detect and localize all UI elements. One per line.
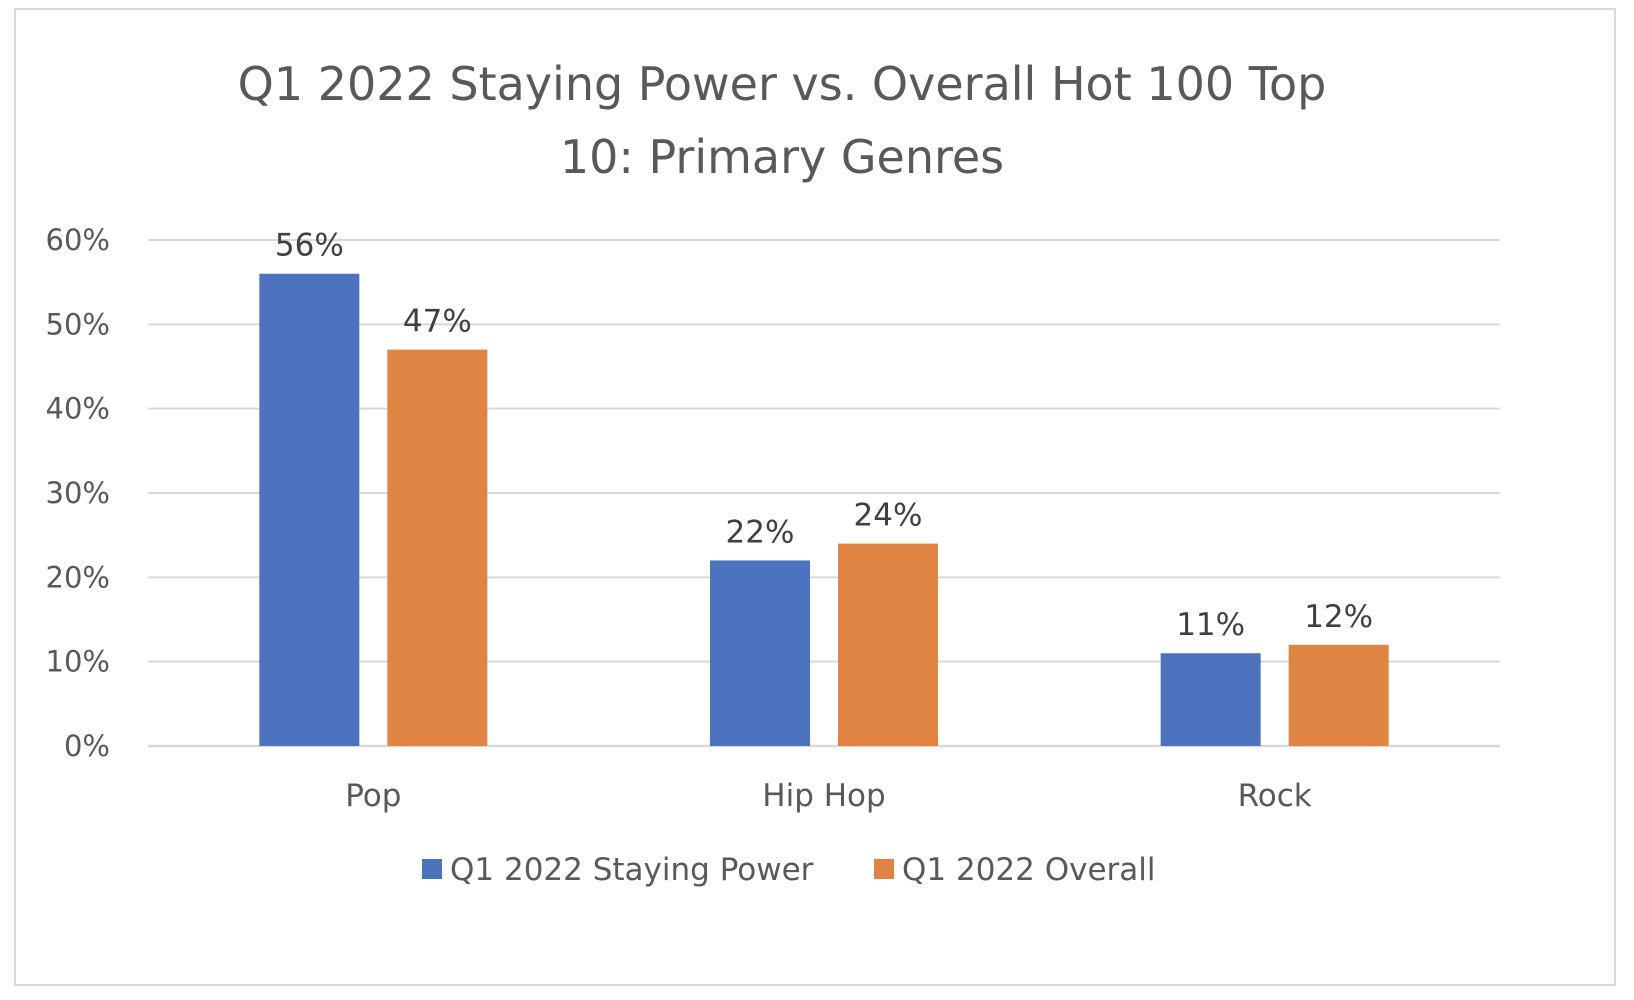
bar-chart: Q1 2022 Staying Power vs. Overall Hot 10…: [46, 57, 1500, 888]
y-tick-label: 40%: [46, 392, 110, 426]
bar-pop-series-1: [259, 273, 360, 746]
y-tick-label: 30%: [46, 476, 110, 510]
y-tick-label: 20%: [46, 560, 110, 594]
legend-item: Q1 2022 Overall: [874, 852, 1156, 888]
data-label: 11%: [1176, 607, 1245, 643]
legend-item: Q1 2022 Staying Power: [422, 852, 814, 888]
y-tick-label: 10%: [46, 645, 110, 679]
chart-frame: Q1 2022 Staying Power vs. Overall Hot 10…: [14, 8, 1616, 986]
legend-label: Q1 2022 Staying Power: [450, 852, 814, 888]
y-tick-label: 0%: [64, 729, 110, 763]
y-axis-tick-labels: 0% 10% 20% 30% 40% 50% 60%: [46, 223, 110, 763]
bar-hip-hop-series-1: [710, 560, 810, 746]
x-category-label: Rock: [1238, 778, 1312, 814]
y-tick-label: 50%: [46, 307, 110, 341]
data-label: 12%: [1304, 599, 1373, 635]
legend-label: Q1 2022 Overall: [902, 852, 1156, 888]
data-label: 22%: [726, 514, 795, 550]
data-labels: 56% 47% 22% 24% 11% 12%: [275, 228, 1373, 644]
x-axis-category-labels: Pop Hip Hop Rock: [345, 778, 1312, 814]
legend-swatch: [874, 859, 894, 879]
bar-rock-series-1: [1160, 653, 1261, 746]
legend-swatch: [422, 859, 442, 879]
bars: [259, 273, 1389, 746]
gridlines: [148, 239, 1500, 748]
chart-title-line-2: 10: Primary Genres: [560, 130, 1004, 184]
data-label: 47%: [403, 304, 472, 340]
bar-hip-hop-series-2: [838, 543, 938, 746]
bar-pop-series-2: [387, 349, 488, 746]
legend: Q1 2022 Staying Power Q1 2022 Overall: [422, 852, 1156, 888]
bar-rock-series-2: [1288, 644, 1389, 746]
x-category-label: Pop: [345, 778, 401, 814]
y-tick-label: 60%: [46, 223, 110, 257]
chart-title-line-1: Q1 2022 Staying Power vs. Overall Hot 10…: [238, 57, 1327, 111]
data-label: 56%: [275, 228, 344, 264]
data-label: 24%: [854, 498, 923, 534]
x-category-label: Hip Hop: [762, 778, 885, 814]
chart-title: Q1 2022 Staying Power vs. Overall Hot 10…: [238, 57, 1327, 184]
